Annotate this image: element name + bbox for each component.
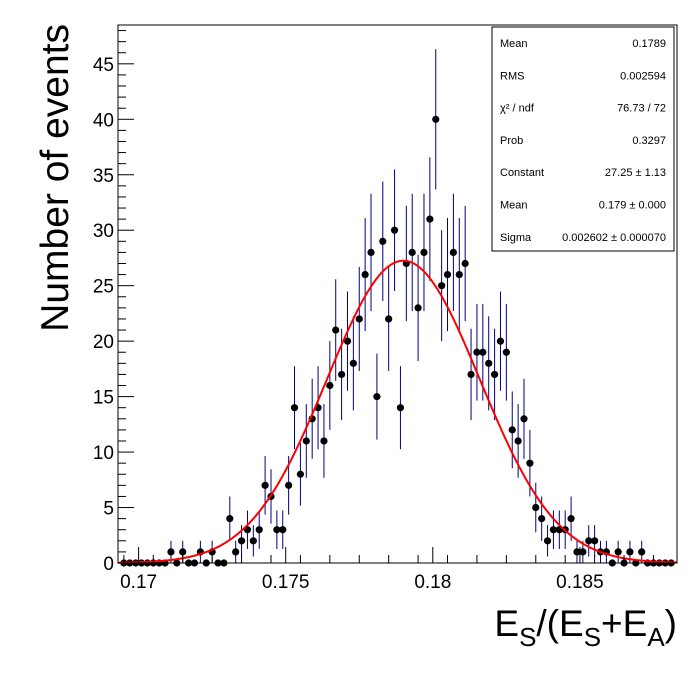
data-point bbox=[626, 548, 634, 556]
data-point bbox=[361, 270, 369, 279]
data-layer bbox=[117, 49, 678, 567]
stats-value: 0.002594 bbox=[620, 70, 666, 82]
data-point bbox=[496, 337, 505, 345]
data-point bbox=[179, 548, 187, 556]
data-point bbox=[261, 481, 269, 489]
data-point bbox=[408, 248, 416, 257]
data-point bbox=[443, 270, 452, 279]
data-point bbox=[320, 437, 328, 445]
data-point bbox=[367, 248, 375, 257]
data-point bbox=[379, 237, 387, 245]
stats-value: 0.1789 bbox=[632, 38, 666, 50]
stats-box: Mean 0.1789 RMS 0.002594 χ² / ndf 76.73 / 72 P… bbox=[491, 26, 675, 252]
y-tick-label: 40 bbox=[93, 110, 114, 131]
data-point bbox=[414, 304, 422, 312]
stats-value: 76.73 / 72 bbox=[617, 103, 666, 115]
data-point bbox=[338, 370, 346, 379]
x-tick-label: 0.175 bbox=[262, 572, 310, 593]
stats-box-frame bbox=[491, 26, 675, 252]
y-tick-label: 15 bbox=[93, 388, 114, 409]
data-point bbox=[467, 370, 475, 379]
stats-value: 0.002602 ± 0.000070 bbox=[562, 232, 666, 244]
data-point bbox=[638, 548, 646, 556]
data-point bbox=[226, 515, 234, 523]
data-point bbox=[302, 437, 310, 445]
data-point bbox=[579, 548, 587, 556]
stats-label: Constant bbox=[500, 167, 544, 179]
data-point bbox=[573, 548, 581, 556]
data-point bbox=[508, 426, 516, 434]
x-tick-label: 0.17 bbox=[120, 572, 157, 593]
data-point bbox=[285, 481, 293, 489]
data-point bbox=[585, 537, 593, 545]
data-point bbox=[249, 537, 257, 545]
stats-label: χ² / ndf bbox=[500, 103, 535, 115]
data-point bbox=[438, 282, 446, 290]
y-axis-title: Number of events bbox=[34, 24, 77, 332]
stats-value: 27.25 ± 1.13 bbox=[605, 167, 666, 179]
data-point bbox=[502, 348, 510, 356]
data-point bbox=[538, 515, 546, 523]
stats-label: Sigma bbox=[500, 232, 532, 244]
stats-value: 0.179 ± 0.000 bbox=[599, 200, 666, 212]
data-point bbox=[296, 470, 305, 478]
y-tick-label: 0 bbox=[103, 554, 114, 575]
data-point bbox=[273, 526, 281, 534]
y-tick-label: 5 bbox=[103, 499, 114, 520]
data-point bbox=[349, 359, 357, 367]
stats-label: Mean bbox=[500, 200, 528, 212]
data-point bbox=[390, 226, 399, 234]
y-tick-label: 10 bbox=[93, 443, 114, 464]
data-point bbox=[549, 526, 558, 534]
stats-label: Mean bbox=[500, 38, 528, 50]
data-point bbox=[449, 248, 457, 257]
data-point bbox=[355, 315, 363, 323]
data-point bbox=[237, 537, 246, 545]
data-point bbox=[332, 326, 340, 334]
data-point bbox=[543, 537, 552, 545]
x-tick-label: 0.185 bbox=[556, 572, 604, 593]
x-tick-label: 0.18 bbox=[414, 572, 451, 593]
data-point bbox=[473, 348, 481, 356]
data-point bbox=[426, 215, 434, 223]
data-point bbox=[420, 248, 428, 257]
stats-label: Prob bbox=[500, 135, 523, 147]
y-tick-label: 20 bbox=[93, 332, 114, 353]
stats-value: 0.3297 bbox=[632, 135, 666, 147]
data-point bbox=[514, 437, 522, 445]
data-point bbox=[485, 359, 493, 367]
data-point bbox=[326, 381, 334, 390]
data-point bbox=[255, 526, 263, 534]
data-point bbox=[526, 459, 534, 467]
data-point bbox=[455, 270, 463, 279]
data-point bbox=[396, 404, 405, 412]
data-point bbox=[279, 526, 287, 534]
data-point bbox=[167, 548, 175, 556]
data-point bbox=[479, 348, 487, 356]
data-point bbox=[290, 404, 299, 412]
data-point bbox=[490, 370, 499, 379]
data-point bbox=[532, 503, 540, 512]
data-point bbox=[373, 393, 381, 401]
x-axis-title: ES/(ES+EA) bbox=[494, 603, 677, 652]
fit-curve bbox=[117, 259, 678, 564]
data-point bbox=[343, 337, 352, 345]
data-point bbox=[567, 515, 575, 523]
data-point bbox=[591, 537, 599, 545]
data-point bbox=[614, 548, 622, 556]
data-point bbox=[461, 259, 469, 268]
y-tick-label: 25 bbox=[93, 277, 114, 298]
plot-frame bbox=[117, 24, 678, 564]
y-tick-label: 30 bbox=[93, 221, 114, 242]
y-tick-label: 45 bbox=[93, 55, 114, 76]
y-tick-label: 35 bbox=[93, 166, 114, 187]
data-point bbox=[520, 415, 528, 423]
stats-label: RMS bbox=[500, 70, 524, 82]
data-point bbox=[232, 548, 240, 556]
data-point bbox=[432, 115, 440, 123]
data-point bbox=[385, 315, 393, 323]
axes-layer: 0 5 10 15 20 25 30 35 40 45 0.17 0.175 0.18 0.185 bbox=[93, 24, 678, 593]
